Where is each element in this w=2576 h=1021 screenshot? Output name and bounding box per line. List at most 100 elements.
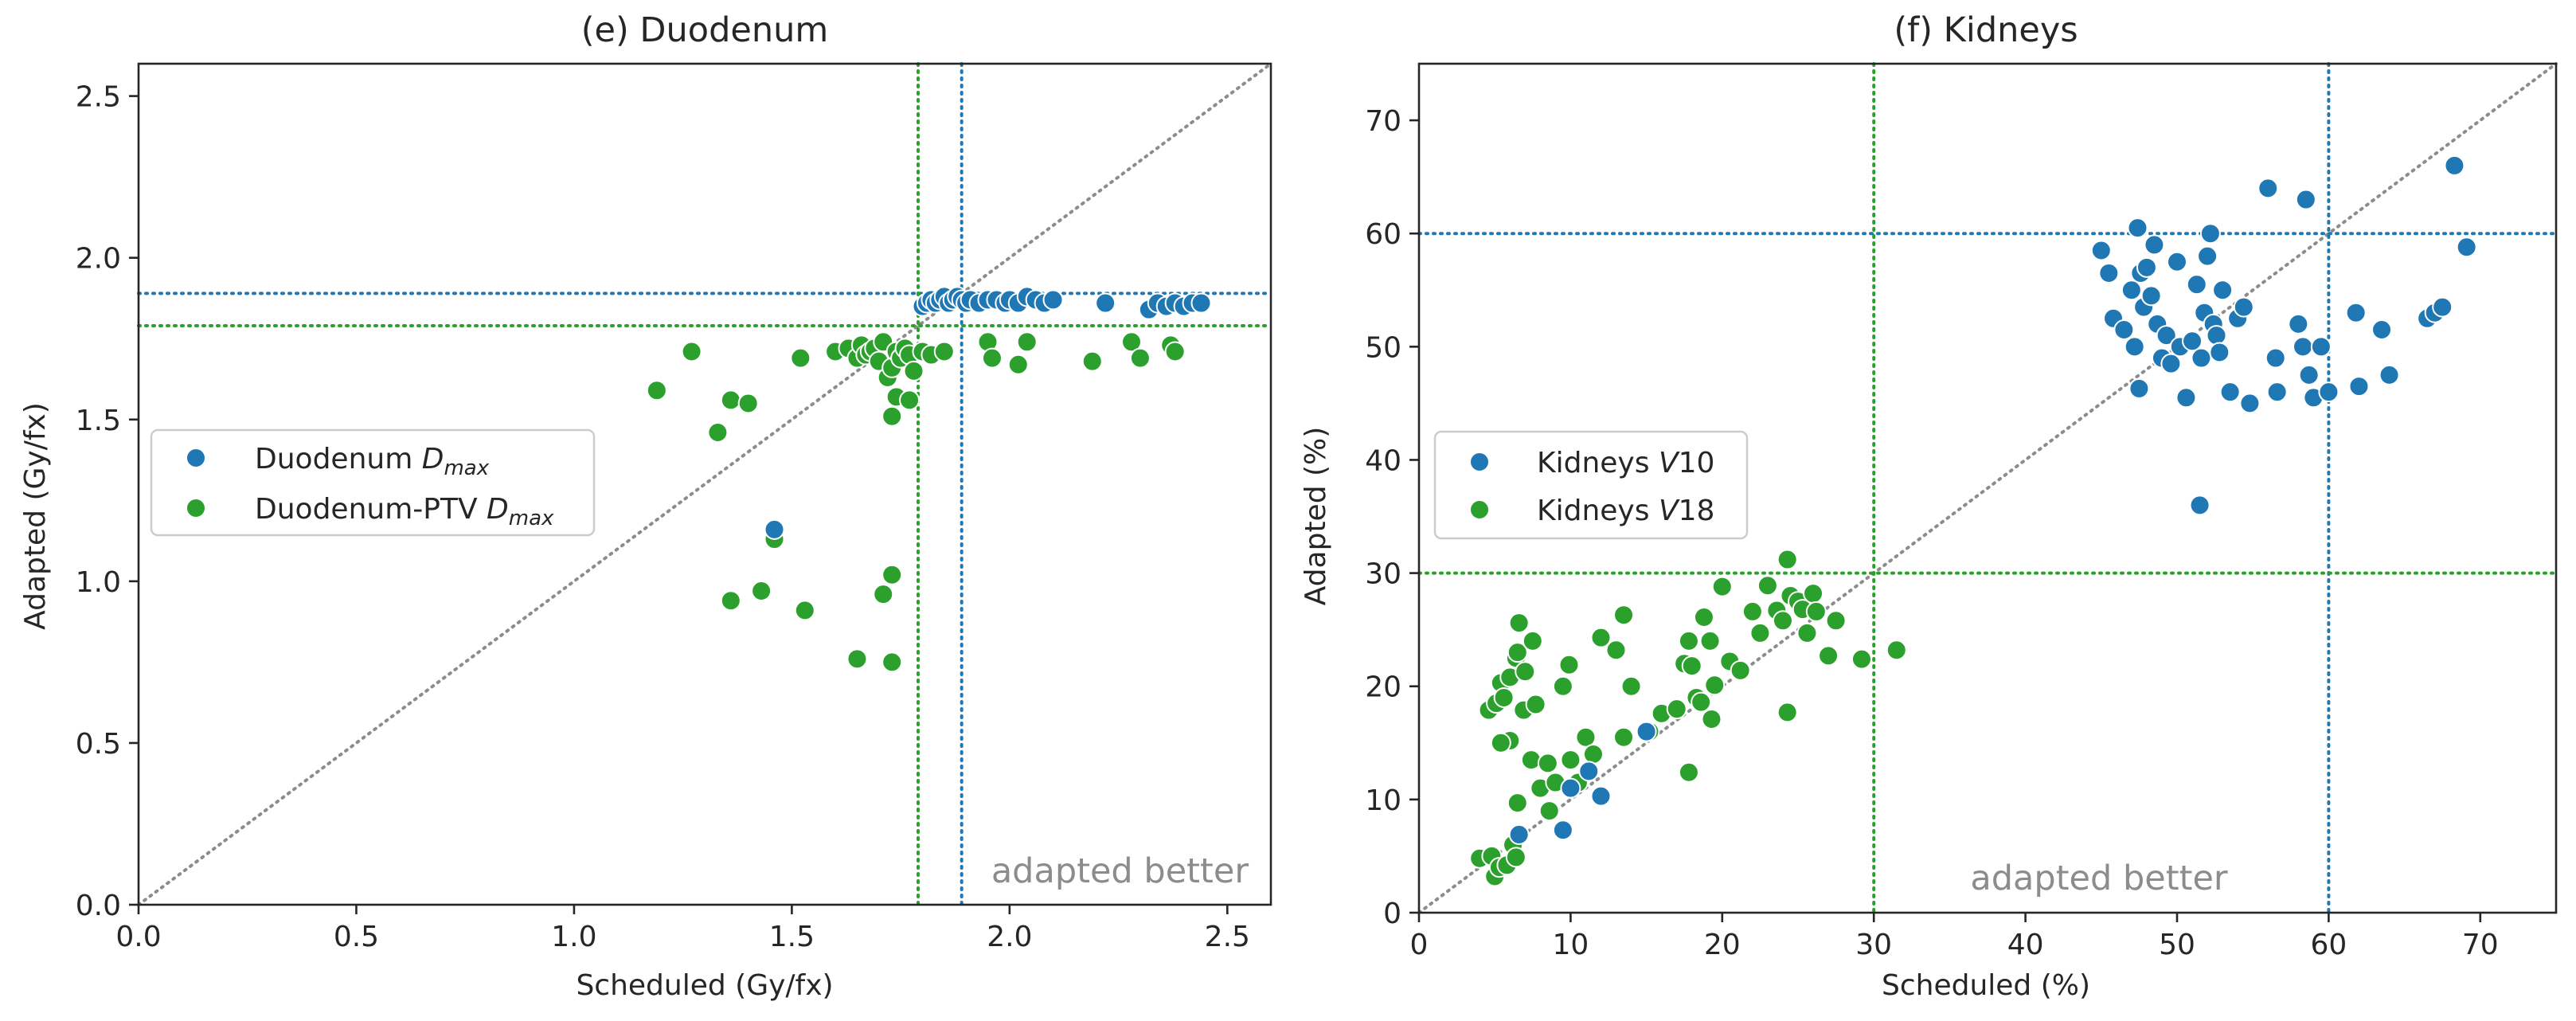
point-kidneys-v10 — [2098, 262, 2120, 284]
point-duodenum-ptv-dmax — [981, 347, 1003, 369]
point-kidneys-v18 — [1537, 753, 1558, 774]
point-duodenum-ptv-dmax — [790, 347, 811, 369]
x-tick-label: 30 — [1855, 929, 1892, 961]
point-kidneys-v18 — [1515, 661, 1536, 683]
legend-marker-duodenum-dmax — [186, 448, 206, 468]
point-kidneys-v18 — [1777, 702, 1798, 723]
point-kidneys-v10 — [2160, 353, 2182, 374]
reference-lines — [1417, 62, 2558, 914]
point-kidneys-v18 — [1575, 726, 1597, 748]
y-tick-label: 0 — [1383, 898, 1401, 930]
point-kidneys-v10 — [2124, 336, 2145, 358]
point-kidneys-v18 — [1666, 698, 1687, 720]
point-duodenum-ptv-dmax — [720, 389, 741, 411]
point-duodenum-ptv-dmax — [903, 360, 924, 381]
point-kidneys-v18 — [1691, 691, 1712, 713]
point-kidneys-v10 — [1636, 721, 1657, 742]
point-duodenum-ptv-dmax — [873, 584, 894, 605]
plot-frame — [137, 62, 1272, 906]
point-kidneys-v10 — [2371, 319, 2393, 341]
legend-box — [150, 428, 596, 537]
point-kidneys-v18 — [1613, 726, 1635, 748]
point-kidneys-v18 — [1749, 622, 1771, 644]
point-duodenum-ptv-dmax — [881, 564, 903, 585]
point-duodenum-ptv-dmax — [846, 648, 868, 670]
axis-ticks: 0 10 20 30 40 50 60 70 0 10 20 30 40 50 60 70 — [1365, 105, 2499, 961]
legend-marker-kidneys-v10 — [1469, 452, 1490, 472]
y-tick-label: 0.5 — [76, 728, 121, 761]
point-kidneys-v10 — [2209, 342, 2230, 363]
plot-frame — [1417, 62, 2558, 914]
point-duodenum-ptv-dmax — [1164, 341, 1186, 362]
point-kidneys-v10 — [2219, 381, 2241, 403]
point-kidneys-v10 — [2144, 234, 2165, 256]
legend-label-duodenum-ptv-dmax: Duodenum-PTV Dmax — [255, 493, 554, 530]
x-tick-label: 20 — [1704, 929, 1741, 961]
y-tick-label: 2.5 — [76, 81, 121, 114]
point-kidneys-v10 — [2298, 364, 2320, 385]
point-kidneys-v10 — [2266, 381, 2288, 403]
point-kidneys-v10 — [2128, 377, 2150, 399]
point-kidneys-v10 — [2432, 296, 2453, 318]
legend: Kidneys V10 Kidneys V18 — [1433, 430, 1749, 540]
point-kidneys-v10 — [2182, 331, 2203, 352]
point-kidneys-v18 — [1508, 612, 1530, 634]
point-kidneys-v10 — [2212, 280, 2234, 301]
point-kidneys-v10 — [2265, 347, 2286, 369]
point-duodenum-ptv-dmax — [1120, 331, 1142, 353]
x-tick-label: 0.5 — [334, 921, 379, 953]
y-tick-label: 10 — [1365, 784, 1401, 817]
legend-box — [1433, 430, 1749, 540]
x-axis-label: Scheduled (%) — [1882, 969, 2090, 1002]
point-kidneys-v18 — [1825, 610, 1847, 632]
point-kidneys-v10 — [2186, 274, 2207, 295]
x-axis-label: Scheduled (Gy/fx) — [576, 969, 833, 1002]
point-duodenum-ptv-dmax — [1081, 350, 1103, 372]
point-kidneys-v18 — [1590, 627, 1612, 648]
point-kidneys-v18 — [1701, 708, 1722, 730]
chart-title: (f) Kidneys — [1894, 10, 2078, 50]
point-duodenum-ptv-dmax — [751, 581, 772, 602]
point-kidneys-v10 — [2318, 381, 2340, 403]
point-kidneys-v18 — [1560, 749, 1581, 771]
point-kidneys-v18 — [1851, 648, 1872, 670]
point-kidneys-v10 — [2233, 296, 2254, 318]
point-kidneys-v18 — [1886, 640, 1907, 661]
point-kidneys-v18 — [1693, 607, 1714, 628]
point-duodenum-ptv-dmax — [720, 590, 741, 612]
y-tick-label: 2.0 — [76, 243, 121, 276]
point-kidneys-v10 — [2175, 387, 2197, 409]
point-duodenum-ptv-dmax — [933, 341, 955, 362]
point-kidneys-v10 — [2348, 376, 2370, 397]
point-kidneys-v18 — [1818, 645, 1839, 667]
point-duodenum-dmax — [1042, 289, 1064, 311]
y-axis-label: Adapted (Gy/fx) — [19, 402, 52, 630]
point-duodenum-ptv-dmax — [881, 405, 903, 427]
point-kidneys-v10 — [2295, 189, 2316, 210]
x-tick-label: 1.0 — [551, 921, 596, 953]
point-kidneys-v18 — [1505, 847, 1526, 868]
point-kidneys-v10 — [2310, 336, 2332, 358]
point-kidneys-v18 — [1704, 675, 1726, 696]
point-kidneys-v10 — [2197, 245, 2218, 267]
x-tick-label: 0 — [1410, 929, 1429, 961]
point-kidneys-v18 — [1552, 675, 1573, 697]
reference-lines — [137, 62, 1272, 906]
axis-ticks: 0.0 0.5 1.0 1.5 2.0 2.5 0.0 0.5 1.0 1.5 2.0 2.5 — [76, 81, 1250, 953]
x-tick-label: 10 — [1552, 929, 1589, 961]
point-kidneys-v18 — [1520, 749, 1542, 771]
point-kidneys-v10 — [1552, 820, 1573, 841]
point-kidneys-v10 — [2293, 336, 2314, 358]
y-axis-label: Adapted (%) — [1300, 427, 1332, 606]
point-kidneys-v10 — [2239, 393, 2261, 414]
adapted-better-annotation: adapted better — [1970, 859, 2227, 898]
point-duodenum-ptv-dmax — [707, 422, 729, 444]
point-kidneys-v10 — [2189, 495, 2211, 516]
x-tick-label: 70 — [2462, 929, 2499, 961]
point-kidneys-v18 — [1730, 659, 1751, 681]
point-kidneys-v10 — [2456, 237, 2477, 258]
point-kidneys-v18 — [1522, 630, 1543, 651]
point-kidneys-v18 — [1699, 630, 1721, 651]
point-kidneys-v10 — [2121, 280, 2142, 301]
